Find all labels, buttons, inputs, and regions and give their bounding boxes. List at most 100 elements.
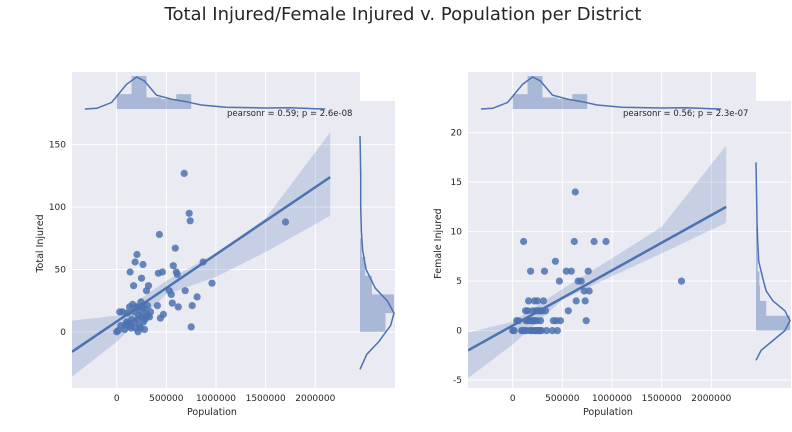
marginal-y-kde — [359, 135, 395, 370]
data-point — [562, 267, 570, 275]
data-point — [564, 307, 572, 315]
data-point — [167, 290, 175, 298]
data-point — [193, 293, 201, 301]
marginal-y-bar — [756, 256, 758, 272]
data-point — [525, 297, 533, 305]
marginal-y-area — [360, 101, 395, 388]
regression-line — [72, 176, 331, 353]
data-point — [139, 260, 147, 269]
x-tick-label: 1000000 — [592, 394, 632, 404]
regression-line — [468, 205, 727, 352]
data-point — [180, 169, 188, 177]
data-point — [542, 327, 551, 335]
y-tick-label: 100 — [49, 203, 66, 213]
marginal-y-bar — [756, 300, 767, 316]
data-point — [551, 257, 560, 265]
marginal-x-bar — [512, 94, 528, 109]
data-point — [159, 310, 167, 318]
data-point — [556, 317, 565, 325]
x-tick-label: 500000 — [149, 394, 184, 404]
chart-panel-2: 0 500000 1000000 1500000 2000000 -5 0 5 10 15 20 Po… — [433, 72, 791, 418]
x-tick-label: 2000000 — [295, 394, 335, 404]
data-point — [146, 308, 155, 316]
marginal-x-bar — [557, 99, 573, 109]
data-point — [140, 325, 149, 333]
chart-panel-1: 0 500000 1000000 1500000 2000000 0 50 100 150 Pop… — [35, 72, 395, 418]
x-axis-label: Population — [583, 407, 633, 418]
data-point — [208, 279, 216, 287]
y-tick-label: 150 — [49, 141, 66, 151]
marginal-y-bar — [756, 271, 760, 287]
data-point — [577, 277, 585, 285]
y-tick-label: 20 — [451, 129, 463, 139]
pearson-annotation: pearsonr = 0.59; p = 2.6e-08 — [227, 109, 352, 119]
marginal-y-bar — [756, 286, 761, 301]
marginal-x-kde — [480, 76, 722, 110]
data-point — [137, 274, 146, 282]
data-point — [571, 188, 579, 196]
data-point — [585, 287, 593, 295]
data-point — [584, 267, 592, 275]
data-point — [153, 302, 161, 310]
x-tick-label: 1500000 — [642, 394, 682, 404]
marginal-y-bar — [756, 241, 758, 257]
x-axis-label: Population — [187, 407, 237, 418]
data-point — [580, 287, 588, 295]
x-tick-label: 1500000 — [246, 394, 286, 404]
data-point — [536, 317, 545, 325]
data-point — [524, 307, 532, 315]
figure-title: Total Injured/Female Injured v. Populati… — [164, 4, 642, 25]
data-point — [126, 268, 134, 276]
data-point — [590, 237, 598, 246]
marginal-y-bar — [360, 238, 362, 257]
data-point — [131, 258, 139, 266]
marginal-x-bar — [131, 76, 147, 109]
data-point — [510, 327, 518, 335]
data-point — [553, 327, 562, 335]
y-tick-label: -5 — [453, 376, 462, 386]
x-tick-label: 500000 — [545, 394, 580, 404]
data-point — [144, 282, 153, 290]
y-tick-label: 0 — [456, 327, 462, 337]
x-tick-label: 2000000 — [691, 394, 731, 404]
data-point — [143, 302, 152, 310]
data-point — [187, 323, 195, 331]
x-tick-label: 1000000 — [196, 394, 236, 404]
x-tick-label: 0 — [114, 394, 120, 404]
data-point — [602, 237, 610, 246]
marginal-x-bar — [161, 99, 177, 109]
y-tick-label: 15 — [451, 178, 462, 188]
data-point — [188, 302, 196, 310]
data-point — [581, 297, 589, 305]
data-point — [173, 270, 181, 278]
data-point — [181, 287, 189, 295]
data-point — [168, 299, 176, 307]
y-tick-label: 50 — [55, 265, 67, 275]
data-point — [527, 267, 535, 275]
y-axis-label: Total Injured — [35, 214, 46, 273]
y-tick-label: 0 — [60, 328, 66, 338]
data-point — [548, 327, 557, 335]
data-point — [186, 217, 194, 225]
data-point — [677, 277, 686, 285]
marginal-x-bar — [527, 76, 543, 109]
data-point — [533, 297, 542, 305]
marginal-x-bar — [542, 97, 558, 109]
marginal-y-bar — [756, 226, 758, 242]
data-point — [540, 267, 549, 275]
data-point — [572, 297, 580, 305]
data-point — [169, 262, 177, 270]
data-point — [155, 230, 163, 239]
data-point — [567, 267, 575, 275]
marginal-y-bar — [360, 275, 372, 295]
data-point — [171, 244, 179, 252]
x-tick-label: 0 — [510, 394, 516, 404]
marginal-x-bar — [146, 97, 162, 109]
data-point — [281, 218, 290, 226]
marginal-y-bar — [360, 313, 386, 332]
y-axis-label: Female Injured — [433, 208, 444, 278]
data-point — [520, 237, 528, 246]
data-point — [555, 277, 564, 285]
